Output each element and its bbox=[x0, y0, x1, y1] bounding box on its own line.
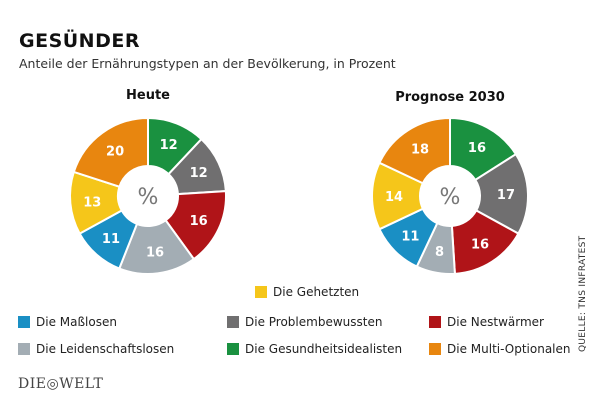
donut-data-label: 11 bbox=[401, 230, 419, 245]
legend-swatch bbox=[227, 343, 239, 355]
donut-data-label: 8 bbox=[435, 245, 444, 260]
legend-label: Die Gesundheitsidealisten bbox=[245, 342, 403, 356]
legend-item-multi-optionalen: Die Multi-Optionalen bbox=[429, 342, 571, 356]
donut-hole bbox=[420, 166, 480, 226]
legend-item-masslosen: Die Maßlosen bbox=[18, 315, 117, 329]
donut-data-label: 17 bbox=[497, 188, 515, 203]
donut-data-label: 11 bbox=[102, 232, 120, 247]
legend-item-nestwaermer: Die Nestwärmer bbox=[429, 315, 544, 329]
chart-title: GESÜNDER bbox=[19, 30, 140, 52]
donut-chart-heute: 12 12 16 16 11 13 20% bbox=[69, 116, 227, 275]
source-note: QUELLE: TNS INFRATEST bbox=[578, 235, 588, 352]
legend-swatch bbox=[255, 286, 267, 298]
legend-item-leidenschaftslosen: Die Leidenschaftslosen bbox=[18, 342, 174, 356]
legend-swatch bbox=[429, 316, 441, 328]
legend-label: Die Nestwärmer bbox=[447, 315, 544, 329]
legend-label: Die Leidenschaftslosen bbox=[36, 342, 175, 356]
legend-label: Die Gehetzten bbox=[273, 285, 360, 299]
donut-data-label: 14 bbox=[385, 190, 403, 205]
legend-swatch bbox=[18, 316, 30, 328]
donut-chart-prognose: 16 17 16 8 11 14 18% bbox=[371, 116, 529, 275]
legend-label: Die Problembewussten bbox=[245, 315, 383, 329]
donut-data-label: 12 bbox=[190, 166, 208, 181]
donut-hole bbox=[118, 166, 178, 226]
legend-swatch bbox=[429, 343, 441, 355]
donut-data-label: 16 bbox=[468, 141, 486, 156]
publisher-logo: DIE◎WELT bbox=[18, 376, 104, 392]
donut-data-label: 13 bbox=[83, 195, 101, 210]
legend-label: Die Maßlosen bbox=[36, 315, 117, 329]
donut-data-label: 16 bbox=[190, 214, 208, 229]
legend-swatch bbox=[18, 343, 30, 355]
legend-item-gesundheitsidealisten: Die Gesundheitsidealisten bbox=[227, 342, 402, 356]
donut-title-heute: Heute bbox=[126, 88, 170, 103]
legend-item-problembewussten: Die Problembewussten bbox=[227, 315, 382, 329]
donut-data-label: 12 bbox=[160, 138, 178, 153]
legend-label: Die Multi-Optionalen bbox=[447, 342, 571, 356]
donut-data-label: 16 bbox=[146, 246, 164, 261]
chart-subtitle: Anteile der Ernährungstypen an der Bevöl… bbox=[19, 56, 396, 71]
donut-data-label: 16 bbox=[471, 237, 489, 252]
donut-data-label: 20 bbox=[106, 145, 124, 160]
legend-swatch bbox=[227, 316, 239, 328]
donut-center-label: % bbox=[138, 185, 159, 210]
donut-title-prognose: Prognose 2030 bbox=[395, 90, 505, 105]
donut-data-label: 18 bbox=[411, 143, 429, 158]
donut-center-label: % bbox=[440, 185, 461, 210]
legend-item-gehetzten: Die Gehetzten bbox=[255, 285, 359, 299]
